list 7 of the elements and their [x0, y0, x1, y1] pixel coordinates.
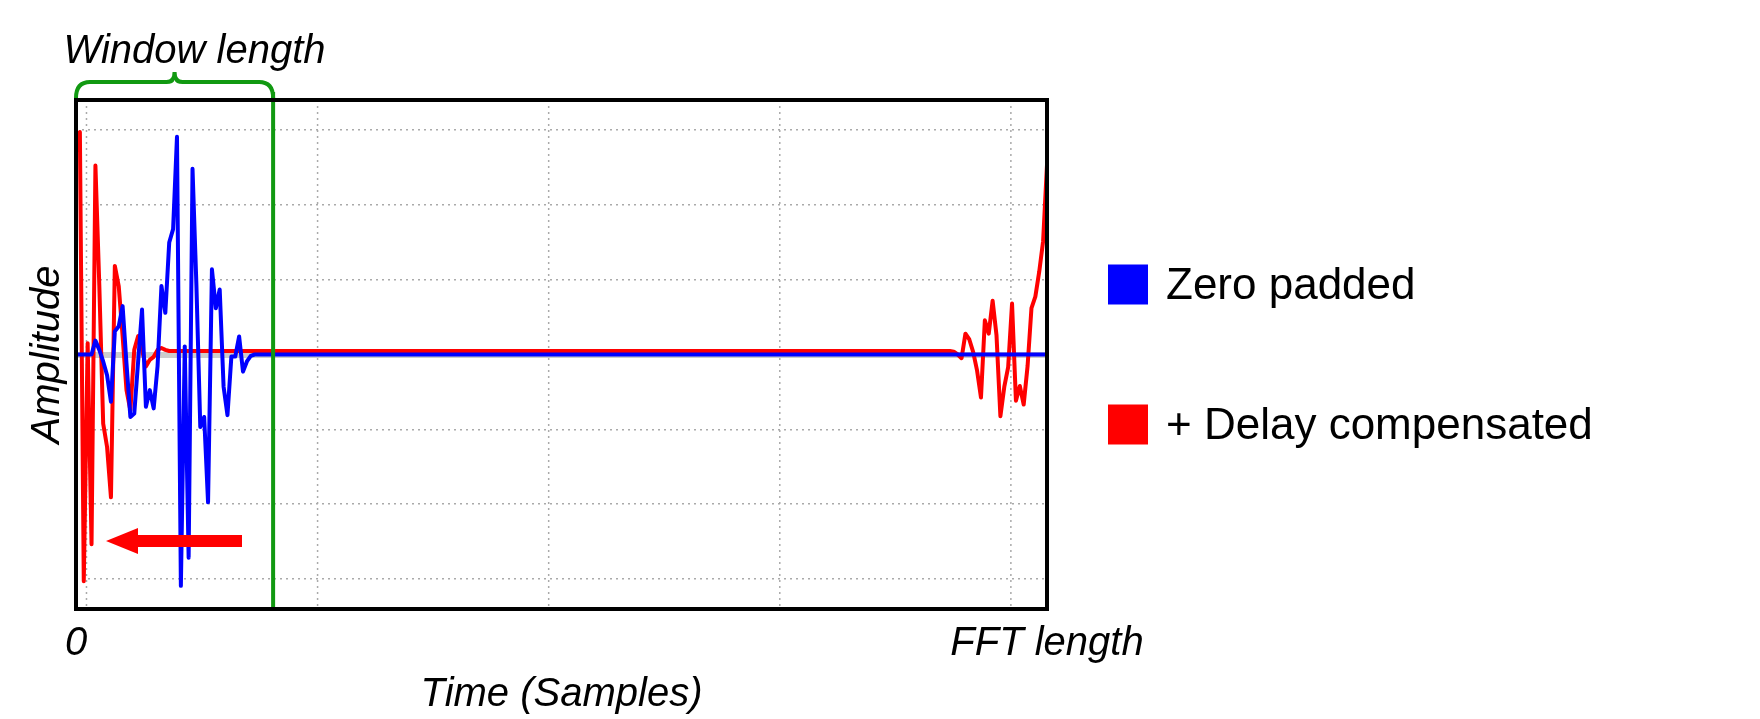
legend-label: Zero padded: [1166, 258, 1416, 308]
legend-label: + Delay compensated: [1166, 398, 1593, 448]
x-tick-label: FFT length: [950, 619, 1144, 664]
x-axis-title: Time (Samples): [420, 670, 703, 715]
text: Window length: [63, 27, 326, 72]
x-tick-label: 0: [64, 619, 88, 664]
y-axis-title: Amplitude: [23, 265, 68, 446]
